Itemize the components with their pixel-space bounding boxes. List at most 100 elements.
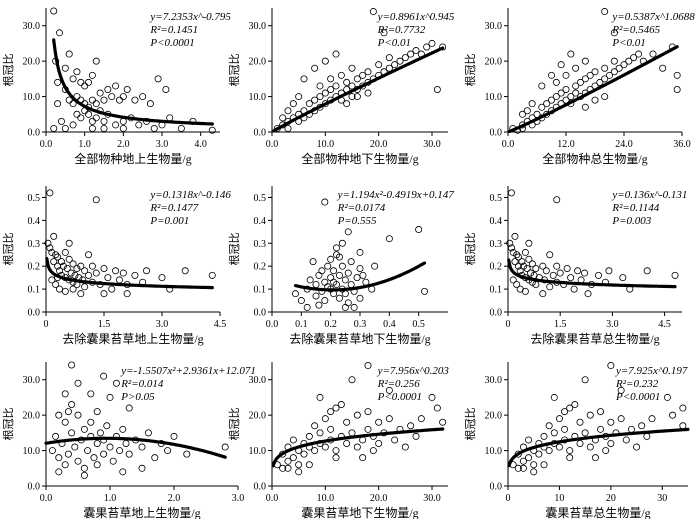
data-point bbox=[52, 281, 60, 289]
data-point bbox=[104, 274, 112, 282]
data-point bbox=[330, 290, 338, 298]
data-point bbox=[596, 78, 604, 86]
data-point bbox=[332, 50, 340, 58]
data-point bbox=[649, 50, 657, 58]
x-tick-label: 10.0 bbox=[317, 139, 335, 150]
data-point bbox=[401, 54, 409, 62]
data-point bbox=[46, 244, 54, 252]
data-point bbox=[303, 303, 311, 311]
data-point bbox=[125, 450, 133, 458]
data-point bbox=[530, 461, 538, 469]
y-tick-label: 30.0 bbox=[485, 375, 503, 386]
y-tick-label: 30.0 bbox=[23, 375, 41, 386]
data-point bbox=[507, 244, 515, 252]
data-point bbox=[71, 443, 79, 451]
data-point bbox=[305, 461, 313, 469]
x-tick-label: 0 bbox=[44, 319, 49, 330]
data-point bbox=[553, 262, 561, 270]
y-tick-label: 0.0 bbox=[490, 128, 503, 139]
data-point bbox=[401, 443, 409, 451]
y-axis-label: 根冠比 bbox=[1, 408, 15, 441]
data-point bbox=[545, 447, 553, 455]
data-point bbox=[542, 267, 550, 275]
data-point bbox=[311, 447, 319, 455]
data-point bbox=[567, 274, 575, 282]
data-point bbox=[337, 401, 345, 409]
chart-panel-3: 0.0 12.0 24.0 36.0 0.0 10.0 20.0 30.0 全部物种总生物量/g… bbox=[463, 8, 695, 166]
data-point bbox=[341, 276, 349, 284]
data-point bbox=[61, 418, 69, 426]
data-point bbox=[344, 269, 352, 277]
data-point bbox=[538, 82, 546, 90]
data-point bbox=[284, 457, 292, 465]
chart-panel-7: 0.0 1.0 2.0 3.0 0.0 10.0 20.0 30.0 囊果苔草地上生物量/g 根冠… bbox=[1, 361, 256, 519]
data-point bbox=[46, 189, 54, 197]
data-point bbox=[73, 264, 81, 272]
y-axis-label: 根冠比 bbox=[463, 408, 477, 441]
data-point bbox=[74, 457, 82, 465]
data-point bbox=[71, 271, 79, 279]
data-point bbox=[380, 29, 388, 37]
data-point bbox=[88, 117, 96, 125]
data-point bbox=[615, 64, 623, 72]
data-point bbox=[166, 114, 174, 122]
data-point bbox=[54, 100, 62, 108]
fit-curve bbox=[45, 256, 214, 290]
data-point bbox=[421, 287, 429, 295]
data-point bbox=[315, 301, 323, 309]
y-axis-label: 根冠比 bbox=[463, 54, 477, 87]
data-point bbox=[177, 124, 185, 132]
data-point bbox=[519, 457, 527, 465]
data-point bbox=[68, 429, 76, 437]
chart-panel-1: 0.0 1.0 2.0 3.0 4.0 0.0 10.0 20.0 30.0 全部物种地上生物量/… bbox=[1, 7, 231, 166]
data-point bbox=[88, 124, 96, 132]
x-axis-label: 囊果苔草总生物量/g bbox=[545, 505, 650, 519]
data-point bbox=[617, 415, 625, 423]
data-point bbox=[581, 429, 589, 437]
data-point bbox=[55, 468, 63, 476]
data-point bbox=[597, 408, 605, 416]
data-point bbox=[535, 450, 543, 458]
r-squared-label: R²=0.1477 bbox=[149, 202, 198, 214]
data-point bbox=[607, 362, 615, 370]
data-point bbox=[557, 89, 565, 97]
y-tick-label: 0.3 bbox=[490, 239, 503, 250]
data-point bbox=[509, 248, 517, 256]
data-point bbox=[566, 404, 574, 412]
data-point bbox=[67, 269, 75, 277]
data-point bbox=[92, 269, 100, 277]
data-point bbox=[85, 78, 93, 86]
data-point bbox=[96, 89, 104, 97]
data-point bbox=[369, 8, 377, 16]
data-point bbox=[321, 443, 329, 451]
x-tick-label: 3.0 bbox=[606, 319, 619, 330]
x-tick-label: 0 bbox=[506, 319, 511, 330]
data-point bbox=[295, 468, 303, 476]
data-point bbox=[81, 82, 89, 90]
data-point bbox=[423, 43, 431, 51]
data-point bbox=[359, 454, 367, 462]
data-point bbox=[353, 75, 361, 83]
data-point bbox=[571, 401, 579, 409]
data-point bbox=[208, 126, 216, 134]
data-point bbox=[557, 61, 565, 69]
data-point bbox=[327, 408, 335, 416]
data-point bbox=[68, 361, 76, 369]
data-point bbox=[321, 57, 329, 65]
x-tick-label: 2.0 bbox=[168, 493, 181, 504]
data-point bbox=[55, 454, 63, 462]
y-tick-label: 10.0 bbox=[23, 446, 41, 457]
data-point bbox=[85, 271, 93, 279]
y-tick-label: 10.0 bbox=[23, 92, 41, 103]
data-point bbox=[56, 267, 64, 275]
data-point bbox=[347, 281, 355, 289]
data-point bbox=[327, 85, 335, 93]
data-point bbox=[311, 422, 319, 430]
x-tick-label: 0.0 bbox=[266, 319, 279, 330]
x-tick-label: 10.0 bbox=[317, 493, 335, 504]
x-axis-label: 去除囊果苔草地下生物量/g bbox=[289, 331, 430, 346]
data-point bbox=[561, 425, 569, 433]
data-point bbox=[335, 253, 343, 261]
r-squared-label: R²=0.1451 bbox=[149, 24, 198, 36]
